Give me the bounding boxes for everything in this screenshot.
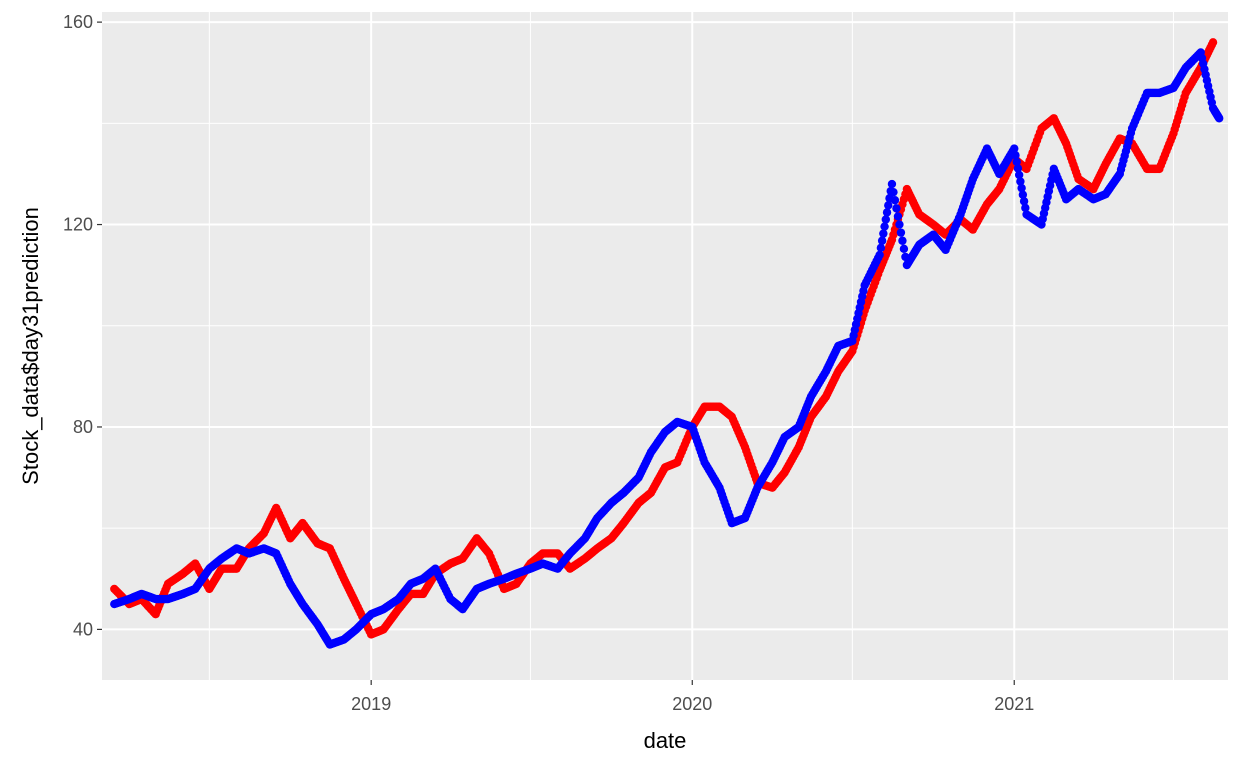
y-tick-label: 40	[73, 619, 93, 639]
x-tick-label: 2020	[672, 694, 712, 714]
data-point-interp	[1017, 183, 1026, 193]
x-tick-label: 2021	[994, 694, 1034, 714]
data-point-interp	[876, 243, 886, 253]
y-axis-title: Stock_data$day31prediction	[18, 207, 43, 485]
data-point-interp	[1021, 203, 1030, 213]
data-point	[1215, 114, 1224, 123]
data-point-interp	[892, 204, 901, 213]
y-tick-label: 120	[63, 215, 93, 235]
data-point-interp	[889, 187, 898, 197]
plot-panel	[102, 12, 1228, 680]
x-axis-title: date	[644, 728, 687, 753]
data-point-interp	[893, 212, 903, 221]
data-point	[1208, 38, 1218, 47]
data-point-interp	[1013, 164, 1023, 173]
data-point	[887, 179, 897, 189]
data-point-interp	[890, 196, 900, 205]
series-2	[110, 48, 1224, 649]
data-point-interp	[877, 236, 887, 245]
data-point-interp	[881, 215, 891, 224]
data-point-interp	[882, 208, 892, 217]
data-point-interp	[1016, 177, 1025, 186]
data-point-interp	[1018, 190, 1028, 199]
data-point-interp	[899, 244, 909, 254]
data-point-interp	[1011, 151, 1020, 160]
data-point-interp	[1012, 157, 1021, 166]
y-axis: 40 80 120 160	[63, 12, 102, 639]
data-point-interp	[884, 201, 893, 210]
y-tick-label: 80	[73, 417, 93, 437]
data-point	[1010, 144, 1019, 153]
data-points	[110, 38, 1224, 649]
data-point-interp	[880, 222, 889, 231]
x-axis: 2019 2020 2021	[351, 680, 1034, 714]
data-point-interp	[1019, 197, 1029, 206]
data-point-interp	[896, 228, 906, 237]
data-point-interp	[898, 236, 907, 245]
y-tick-label: 160	[63, 12, 93, 32]
data-point-interp	[1014, 170, 1024, 180]
data-point-interp	[895, 220, 904, 229]
x-tick-label: 2019	[351, 694, 391, 714]
data-point	[875, 250, 884, 260]
data-point-interp	[879, 229, 888, 238]
